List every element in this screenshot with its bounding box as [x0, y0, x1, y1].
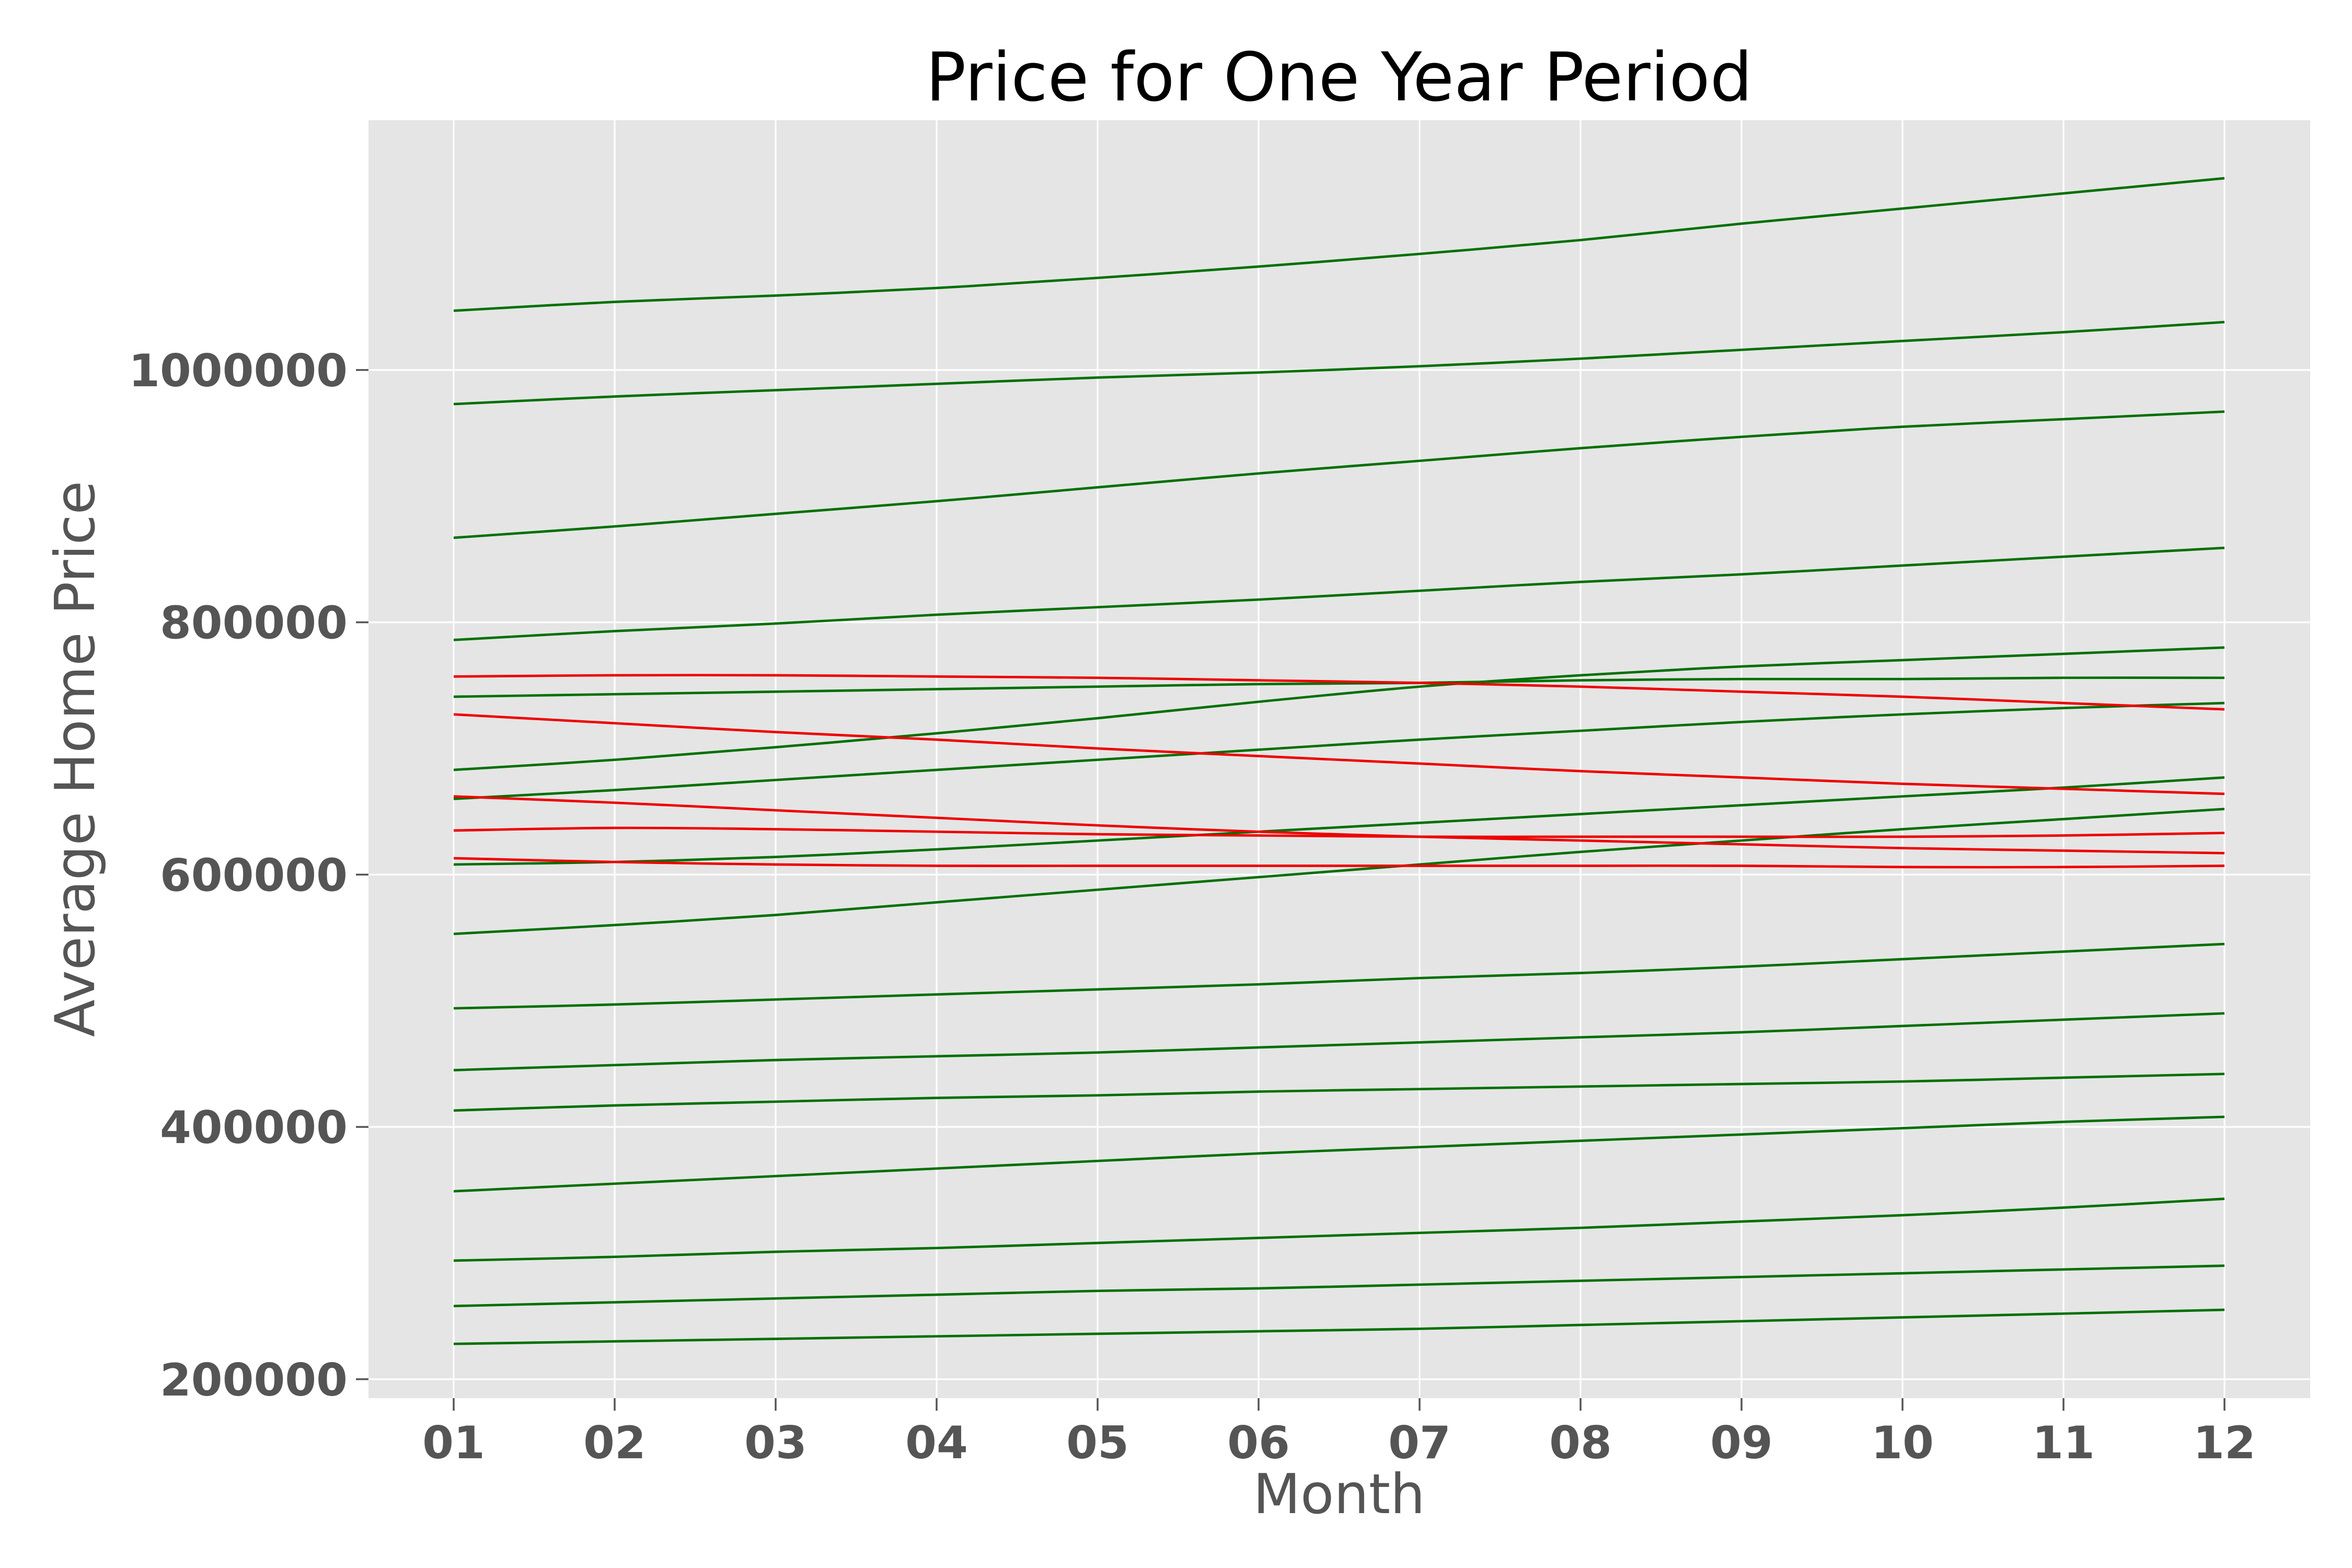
series-line-rising	[453, 646, 2225, 771]
y-tick-label: 400000	[160, 1102, 348, 1154]
series-line-rising	[453, 701, 2225, 800]
x-tick-label: 10	[1871, 1417, 1934, 1469]
series-line-rising	[453, 546, 2225, 641]
x-tick-label: 12	[2193, 1417, 2256, 1469]
series-line-falling	[453, 857, 2225, 869]
x-tick-label: 07	[1388, 1417, 1451, 1469]
x-tick-label: 09	[1710, 1417, 1773, 1469]
series-line-rising	[453, 1264, 2225, 1308]
series-line-rising	[453, 776, 2225, 866]
series-line-rising	[453, 942, 2225, 1010]
x-tick-label: 06	[1227, 1417, 1290, 1469]
series-lines	[453, 177, 2225, 1345]
y-tick-label: 200000	[160, 1354, 348, 1406]
series-line-rising	[453, 320, 2225, 406]
series-line-rising	[453, 1308, 2225, 1345]
x-tick-label: 02	[583, 1417, 646, 1469]
y-axis-label: Average Home Price	[43, 481, 107, 1037]
y-tick-label: 600000	[160, 849, 348, 902]
x-tick-label: 08	[1549, 1417, 1612, 1469]
series-line-rising	[453, 1012, 2225, 1071]
series-line-rising	[453, 808, 2225, 936]
x-tick-label: 04	[905, 1417, 968, 1469]
series-line-rising	[453, 1073, 2225, 1112]
y-tick-label: 800000	[160, 597, 348, 650]
series-line-falling	[453, 674, 2225, 711]
series-line-falling	[453, 826, 2225, 838]
series-line-rising	[453, 676, 2225, 698]
series-line-rising	[453, 177, 2225, 312]
y-gridlines	[368, 369, 2310, 1380]
x-axis-ticks: 01 02 03 04 05 06 07 08 09 10 11 12	[422, 1398, 2256, 1469]
y-tick-label: 1000000	[129, 345, 348, 397]
x-axis-label: Month	[1253, 1462, 1425, 1526]
x-tick-label: 05	[1066, 1417, 1129, 1469]
series-line-rising	[453, 410, 2225, 539]
x-tick-label: 03	[744, 1417, 807, 1469]
x-tick-label: 01	[422, 1417, 485, 1469]
x-tick-label: 11	[2032, 1417, 2095, 1469]
series-line-rising	[453, 1115, 2225, 1193]
series-line-falling	[453, 713, 2225, 795]
series-line-falling	[453, 795, 2225, 855]
series-line-rising	[453, 1197, 2225, 1262]
y-axis-ticks: 200000 400000 600000 800000 1000000	[129, 345, 368, 1406]
chart-title: Price for One Year Period	[926, 39, 1753, 117]
